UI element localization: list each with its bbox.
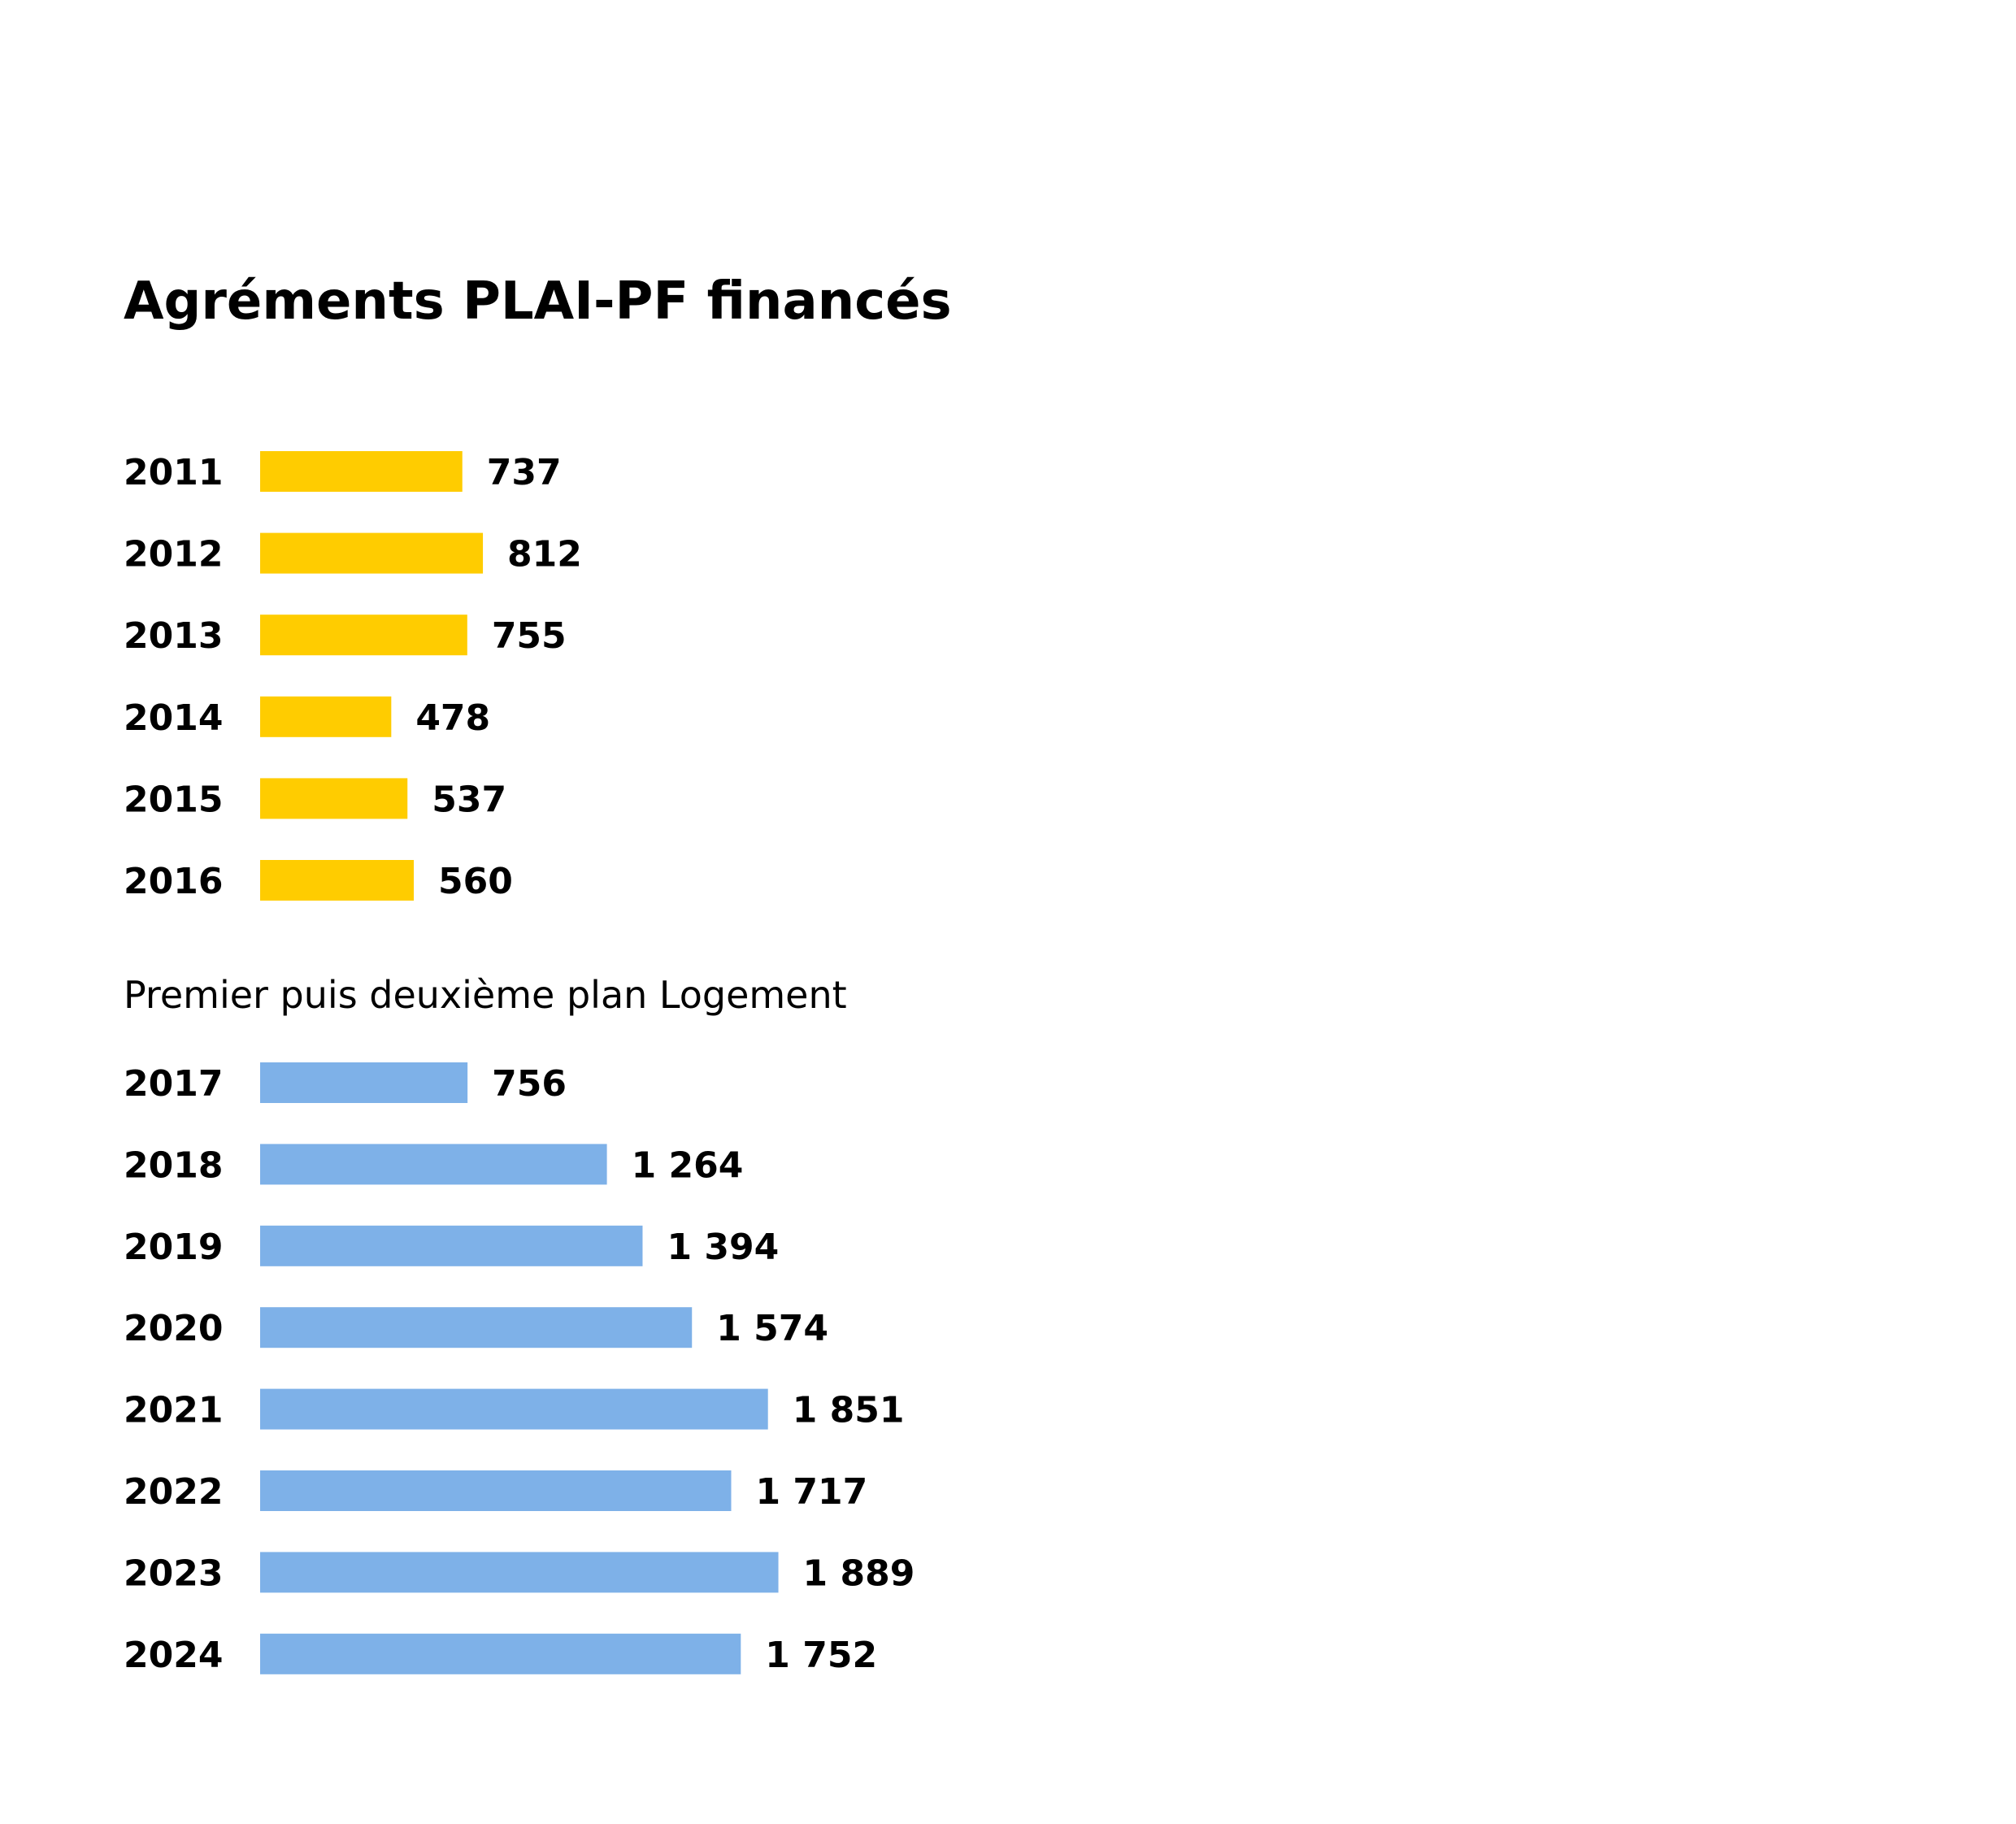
value-label: 737 (487, 452, 562, 493)
bar (260, 1388, 768, 1430)
value-label: 756 (492, 1063, 567, 1105)
value-label: 755 (492, 615, 567, 657)
year-label: 2011 (124, 452, 223, 493)
bar (260, 615, 467, 656)
year-label: 2017 (124, 1063, 223, 1105)
year-label: 2023 (124, 1553, 223, 1594)
year-label: 2012 (124, 534, 223, 575)
year-label: 2024 (124, 1635, 223, 1676)
year-label: 2018 (124, 1144, 223, 1186)
value-label: 537 (432, 779, 506, 820)
bar (260, 1470, 732, 1511)
value-label: 1 394 (667, 1227, 779, 1268)
value-label: 478 (415, 697, 490, 739)
bar (260, 860, 414, 901)
bar (260, 1062, 468, 1103)
bar (260, 696, 392, 737)
bar (260, 1307, 693, 1348)
bars-layer: 2011 737 2012 812 2013 755 2014 478 2015 537 2016 5… (124, 451, 915, 1676)
year-label: 2014 (124, 697, 223, 739)
bar (260, 1633, 741, 1674)
value-label: 1 889 (803, 1553, 915, 1594)
value-label: 1 851 (793, 1390, 905, 1431)
year-label: 2021 (124, 1390, 223, 1431)
bar (260, 1144, 607, 1185)
year-label: 2016 (124, 861, 223, 902)
year-label: 2015 (124, 779, 223, 820)
bar (260, 778, 408, 819)
value-label: 1 717 (755, 1471, 867, 1513)
year-label: 2020 (124, 1308, 223, 1349)
bar (260, 1225, 643, 1266)
year-label: 2013 (124, 615, 223, 657)
bar (260, 532, 484, 574)
value-label: 560 (438, 861, 513, 902)
bar (260, 451, 463, 492)
value-label: 812 (507, 534, 582, 575)
year-label: 2019 (124, 1227, 223, 1268)
value-label: 1 574 (716, 1308, 828, 1349)
group-subtitle: Premier puis deuxième plan Logement (124, 973, 847, 1017)
bar (260, 1552, 779, 1593)
year-label: 2022 (124, 1471, 223, 1513)
value-label: 1 752 (765, 1635, 877, 1676)
value-label: 1 264 (632, 1144, 744, 1186)
chart-title: Agréments PLAI-PF financés (124, 271, 952, 332)
